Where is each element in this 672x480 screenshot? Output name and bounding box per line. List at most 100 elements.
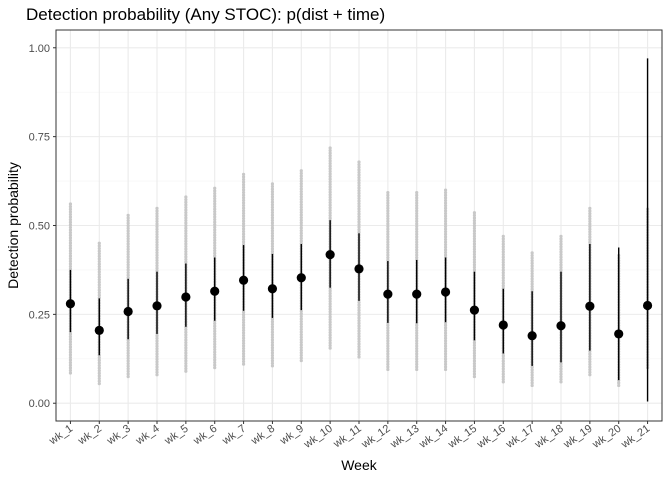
posterior-draw (241, 331, 246, 335)
posterior-draw (588, 211, 592, 216)
posterior-draw (530, 274, 534, 278)
posterior-draw (443, 230, 448, 234)
posterior-draw (357, 160, 361, 164)
posterior-draw (588, 232, 592, 236)
posterior-draw (241, 240, 246, 244)
posterior-draw (241, 235, 246, 239)
chart-title: Detection probability (Any STOC): p(dist… (26, 5, 385, 24)
posterior-draw (472, 263, 477, 267)
posterior-draw (126, 348, 130, 353)
posterior-draw (443, 219, 448, 223)
posterior-draw (126, 369, 130, 373)
posterior-draw (299, 218, 303, 222)
posterior-draw (241, 185, 246, 189)
posterior-draw (299, 325, 303, 329)
posterior-draw (241, 190, 246, 195)
posterior-draw (126, 343, 130, 347)
y-tick-label: 1.00 (29, 43, 50, 55)
posterior-draw (184, 255, 188, 259)
posterior-draw (270, 361, 275, 365)
posterior-draw (472, 364, 477, 368)
posterior-draw (97, 363, 101, 368)
posterior-draw (588, 217, 592, 221)
posterior-draw (241, 349, 246, 353)
posterior-draw (241, 242, 246, 247)
posterior-draw (155, 214, 159, 218)
posterior-draw (126, 338, 130, 342)
estimate-point (238, 275, 249, 285)
posterior-draw (270, 239, 275, 243)
posterior-draw (155, 339, 159, 343)
x-tick-label: wk_2 (75, 423, 104, 448)
posterior-draw (357, 311, 361, 315)
posterior-draw (184, 226, 188, 230)
posterior-draw (155, 365, 159, 369)
posterior-draw (270, 325, 275, 329)
posterior-draw (415, 193, 419, 197)
posterior-draw (443, 209, 448, 213)
posterior-draw (559, 377, 563, 381)
posterior-draw (126, 231, 130, 236)
posterior-draw (328, 333, 332, 337)
posterior-draw (617, 383, 621, 388)
posterior-draw (501, 268, 505, 272)
posterior-draw (472, 252, 477, 256)
posterior-draw (213, 347, 217, 352)
posterior-draw (241, 310, 246, 314)
posterior-draw (530, 259, 534, 263)
posterior-draw (184, 330, 188, 334)
posterior-draw (68, 361, 73, 365)
estimate-point (152, 301, 162, 311)
posterior-draw (126, 372, 130, 376)
estimate-points (65, 250, 653, 341)
posterior-draw (241, 336, 246, 340)
posterior-draw (328, 146, 332, 150)
posterior-draw (501, 367, 505, 371)
posterior-draw (155, 219, 159, 223)
posterior-draw (241, 206, 246, 210)
posterior-draw (588, 230, 592, 234)
posterior-draw (530, 279, 534, 284)
posterior-draw (559, 367, 563, 371)
posterior-draw (126, 260, 130, 264)
posterior-draw (357, 207, 361, 211)
posterior-draw (241, 359, 246, 364)
posterior-draw (270, 320, 275, 324)
posterior-draw (213, 332, 217, 336)
posterior-draw (357, 347, 361, 351)
posterior-draw (184, 234, 188, 238)
posterior-draw (126, 273, 130, 277)
posterior-draw (443, 227, 448, 231)
posterior-draw (530, 272, 534, 276)
posterior-draw (472, 234, 477, 238)
posterior-draw (386, 201, 390, 205)
posterior-draw (588, 352, 592, 356)
posterior-draw (530, 373, 534, 377)
posterior-draw (415, 256, 419, 260)
posterior-draw (501, 258, 505, 262)
posterior-draw (299, 221, 303, 225)
posterior-draw (501, 356, 505, 361)
posterior-draw (328, 211, 332, 215)
posterior-draw (213, 228, 217, 232)
posterior-draw (213, 345, 217, 349)
posterior-draw (530, 251, 534, 255)
posterior-draw (155, 245, 159, 249)
posterior-draw (588, 367, 592, 372)
posterior-draw (415, 354, 419, 359)
posterior-draw (357, 225, 361, 229)
posterior-draw (270, 333, 275, 337)
posterior-draw (241, 333, 246, 338)
posterior-draw (328, 320, 332, 324)
posterior-draw (501, 362, 505, 366)
posterior-draw (415, 227, 419, 231)
posterior-draw (559, 245, 563, 249)
posterior-draw (328, 161, 332, 166)
posterior-draw (241, 352, 246, 356)
x-tick-label: wk_17 (503, 423, 537, 452)
posterior-draw (299, 182, 303, 186)
posterior-draw (155, 217, 159, 221)
posterior-draw (328, 193, 332, 197)
posterior-draw (299, 239, 303, 243)
posterior-draw (530, 378, 534, 382)
